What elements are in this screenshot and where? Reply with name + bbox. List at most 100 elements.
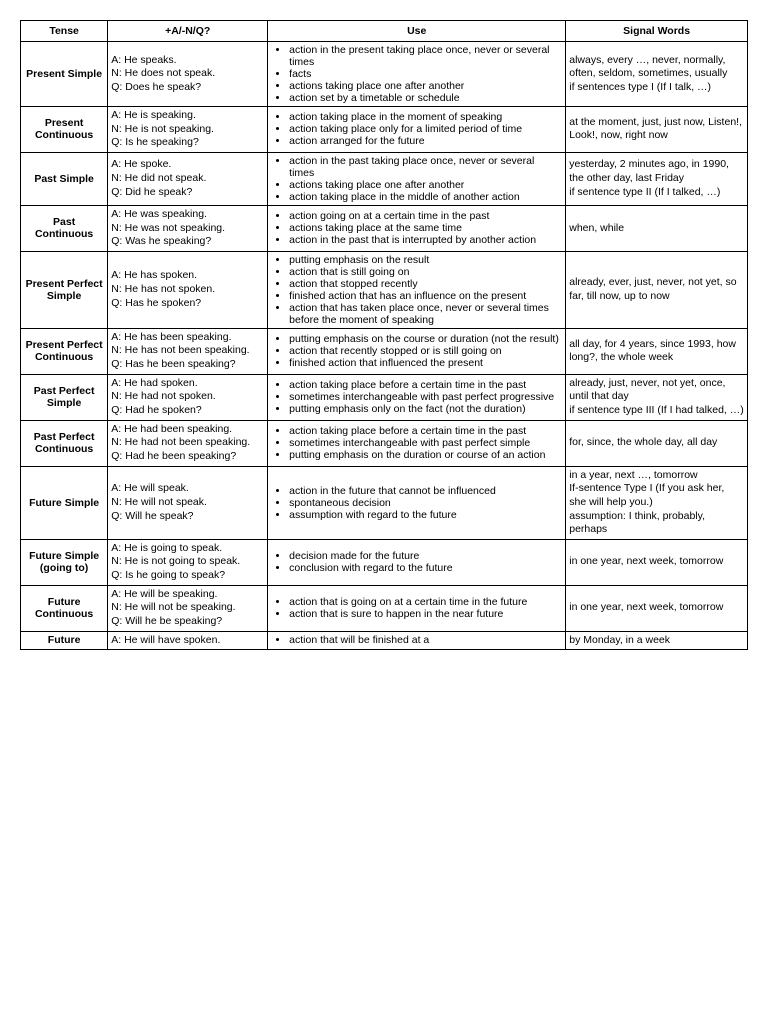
use-item: action going on at a certain time in the…: [289, 210, 562, 222]
tense-name: Present Simple: [24, 68, 104, 80]
signal-cell: in a year, next …, tomorrowIf-sentence T…: [566, 466, 748, 539]
example-line: Q: Is he speaking?: [111, 136, 264, 150]
use-item: conclusion with regard to the future: [289, 562, 562, 574]
example-line: N: He was not speaking.: [111, 222, 264, 236]
use-cell: action taking place before a certain tim…: [268, 374, 566, 420]
use-item: actions taking place one after another: [289, 80, 562, 92]
table-row: Future Simple (going to)A: He is going t…: [21, 539, 748, 585]
use-cell: action in the present taking place once,…: [268, 42, 566, 107]
signal-line: in one year, next week, tomorrow: [569, 555, 744, 569]
tense-name: Past Perfect Simple: [24, 385, 104, 409]
example-line: Q: Will he speak?: [111, 510, 264, 524]
use-item: sometimes interchangeable with past perf…: [289, 437, 562, 449]
table-row: Present Simple A: He speaks.N: He does no…: [21, 42, 748, 107]
signal-line: if sentence type II (If I talked, …): [569, 186, 744, 200]
tense-name-cell: Present Perfect Continuous: [21, 328, 108, 374]
use-item: action arranged for the future: [289, 135, 562, 147]
header-use: Use: [268, 21, 566, 42]
header-signal: Signal Words: [566, 21, 748, 42]
tense-name: Past Continuous: [24, 216, 104, 240]
example-line: Q: Had he spoken?: [111, 404, 264, 418]
tense-name: Future Continuous: [24, 596, 104, 620]
tense-name: Present Continuous: [24, 117, 104, 141]
signal-cell: when, while: [566, 205, 748, 251]
example-line: Q: Is he going to speak?: [111, 569, 264, 583]
use-item: actions taking place one after another: [289, 179, 562, 191]
examples-cell: A: He was speaking.N: He was not speakin…: [108, 205, 268, 251]
signal-line: already, just, never, not yet, once, unt…: [569, 377, 744, 404]
use-item: sometimes interchangeable with past perf…: [289, 391, 562, 403]
use-item: action that is sure to happen in the nea…: [289, 608, 562, 620]
example-line: Q: Was he speaking?: [111, 235, 264, 249]
use-cell: action taking place in the moment of spe…: [268, 107, 566, 153]
use-item: action taking place in the moment of spe…: [289, 111, 562, 123]
signal-cell: all day, for 4 years, since 1993, how lo…: [566, 328, 748, 374]
use-item: finished action that has an influence on…: [289, 290, 562, 302]
signal-line: always, every …, never, normally, often,…: [569, 54, 744, 81]
example-line: N: He will not be speaking.: [111, 601, 264, 615]
tense-name-cell: Past Perfect Simple: [21, 374, 108, 420]
signal-line: yesterday, 2 minutes ago, in 1990, the o…: [569, 158, 744, 185]
use-item: action in the present taking place once,…: [289, 44, 562, 68]
use-cell: action in the future that cannot be infl…: [268, 466, 566, 539]
signal-cell: in one year, next week, tomorrow: [566, 539, 748, 585]
use-cell: decision made for the futureconclusion w…: [268, 539, 566, 585]
example-line: A: He is speaking.: [111, 109, 264, 123]
example-line: N: He had not spoken.: [111, 390, 264, 404]
example-line: N: He did not speak.: [111, 172, 264, 186]
example-line: Q: Does he speak?: [111, 81, 264, 95]
tense-name: Future: [24, 634, 104, 646]
use-item: action taking place before a certain tim…: [289, 425, 562, 437]
signal-cell: yesterday, 2 minutes ago, in 1990, the o…: [566, 152, 748, 205]
table-row: Past Perfect SimpleA: He had spoken.N: H…: [21, 374, 748, 420]
example-line: A: He has been speaking.: [111, 331, 264, 345]
use-list: decision made for the futureconclusion w…: [271, 550, 562, 574]
signal-line: when, while: [569, 222, 744, 236]
examples-cell: A: He has been speaking.N: He has not be…: [108, 328, 268, 374]
example-line: A: He speaks.: [111, 54, 264, 68]
use-item: finished action that influenced the pres…: [289, 357, 562, 369]
use-list: putting emphasis on the course or durati…: [271, 333, 562, 369]
use-list: action in the present taking place once,…: [271, 44, 562, 104]
use-item: action that recently stopped or is still…: [289, 345, 562, 357]
use-list: action taking place before a certain tim…: [271, 425, 562, 461]
use-item: action taking place in the middle of ano…: [289, 191, 562, 203]
use-cell: action that will be finished at a: [268, 631, 566, 650]
use-list: action that will be finished at a: [271, 634, 562, 646]
examples-cell: A: He has spoken.N: He has not spoken.Q:…: [108, 251, 268, 328]
use-cell: putting emphasis on the resultaction tha…: [268, 251, 566, 328]
use-item: action in the past that is interrupted b…: [289, 234, 562, 246]
signal-line: all day, for 4 years, since 1993, how lo…: [569, 338, 744, 365]
signal-cell: already, just, never, not yet, once, unt…: [566, 374, 748, 420]
signal-line: at the moment, just, just now, Listen!, …: [569, 116, 744, 143]
example-line: N: He is not going to speak.: [111, 555, 264, 569]
header-tense: Tense: [21, 21, 108, 42]
tense-name-cell: Present Simple: [21, 42, 108, 107]
table-row: Past SimpleA: He spoke.N: He did not spe…: [21, 152, 748, 205]
example-line: A: He will have spoken.: [111, 634, 264, 648]
use-item: action that has taken place once, never …: [289, 302, 562, 326]
use-item: spontaneous decision: [289, 497, 562, 509]
example-line: N: He has not been speaking.: [111, 344, 264, 358]
signal-cell: in one year, next week, tomorrow: [566, 585, 748, 631]
use-item: action that stopped recently: [289, 278, 562, 290]
examples-cell: A: He speaks.N: He does not speak.Q: Doe…: [108, 42, 268, 107]
signal-line: if sentences type I (If I talk, …): [569, 81, 744, 95]
example-line: A: He will speak.: [111, 482, 264, 496]
tense-name-cell: Past Simple: [21, 152, 108, 205]
use-list: action that is going on at a certain tim…: [271, 596, 562, 620]
table-row: Past ContinuousA: He was speaking.N: He …: [21, 205, 748, 251]
use-list: action going on at a certain time in the…: [271, 210, 562, 246]
use-cell: action that is going on at a certain tim…: [268, 585, 566, 631]
table-row: Present Perfect ContinuousA: He has been…: [21, 328, 748, 374]
use-item: action that is going on at a certain tim…: [289, 596, 562, 608]
example-line: A: He spoke.: [111, 158, 264, 172]
signal-line: in one year, next week, tomorrow: [569, 601, 744, 615]
tense-name-cell: Past Continuous: [21, 205, 108, 251]
examples-cell: A: He will be speaking.N: He will not be…: [108, 585, 268, 631]
tense-name-cell: Future Simple (going to): [21, 539, 108, 585]
tense-name-cell: Present Perfect Simple: [21, 251, 108, 328]
signal-line: in a year, next …, tomorrow: [569, 469, 744, 483]
header-row: Tense +A/-N/Q? Use Signal Words: [21, 21, 748, 42]
example-line: N: He is not speaking.: [111, 123, 264, 137]
